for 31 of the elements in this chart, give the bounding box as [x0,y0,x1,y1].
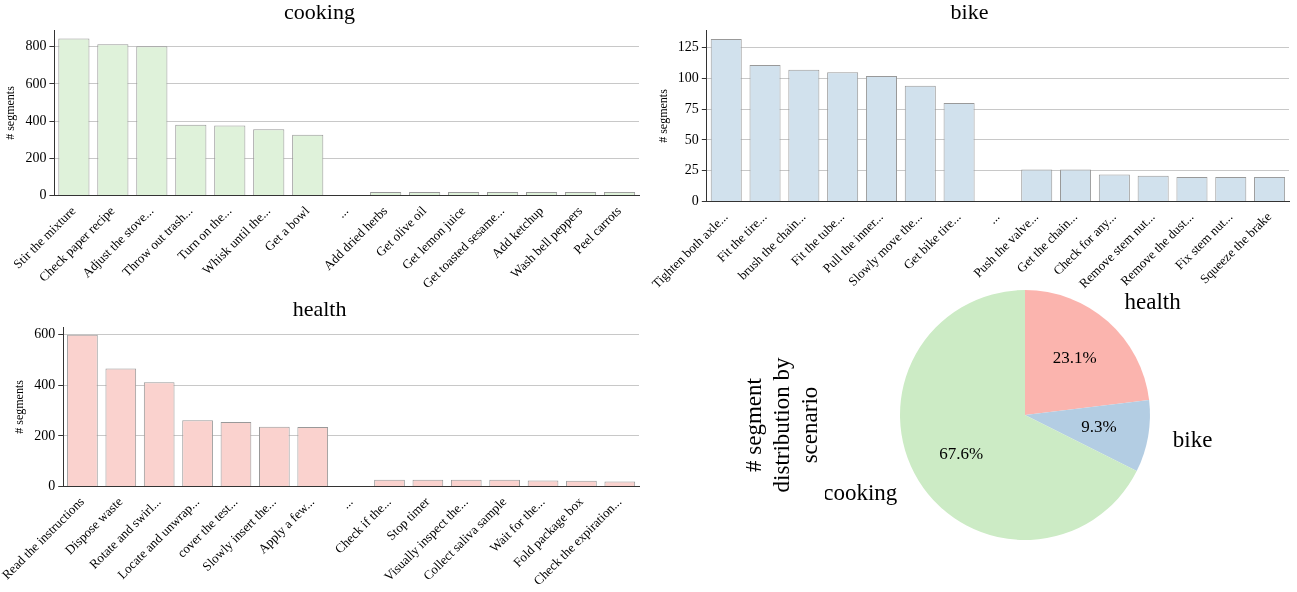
x-tick-label: ... [333,203,352,221]
y-axis-title: # segments [655,88,670,143]
y-tick-label: 0 [39,187,47,203]
data-label: 67.6% [939,443,984,463]
chart-title: health [292,295,347,321]
y-tick-label: 125 [677,39,699,55]
chart-title: bike [950,0,989,24]
x-tick-label: ... [984,209,1003,227]
y-tick-label: 800 [25,38,47,54]
y-axis-title: # segments [12,379,27,434]
y-tick-label: 200 [25,150,47,166]
y-tick-label: 50 [684,131,699,147]
slice-label: cooking [823,479,898,505]
slice-label: health [1124,288,1182,314]
y-tick-label: 0 [48,478,56,494]
x-tick-label: ... [338,493,356,512]
slice-label: bike [1172,426,1213,452]
data-label: 9.3% [1081,417,1117,437]
y-tick-label: 25 [684,162,699,178]
chart-title: cooking [284,0,355,24]
y-axis-title: # segments [3,85,18,140]
y-tick-label: 0 [691,193,699,209]
y-tick-label: 75 [684,100,699,116]
y-tick-label: 400 [25,112,47,128]
data-label: 23.1% [1052,348,1097,368]
y-tick-label: 200 [34,427,56,443]
y-tick-label: 400 [34,376,56,392]
y-tick-label: 600 [34,326,56,342]
text: # segment distribution by scenario [740,356,822,495]
y-tick-label: 600 [25,75,47,91]
y-tick-label: 100 [677,70,699,86]
